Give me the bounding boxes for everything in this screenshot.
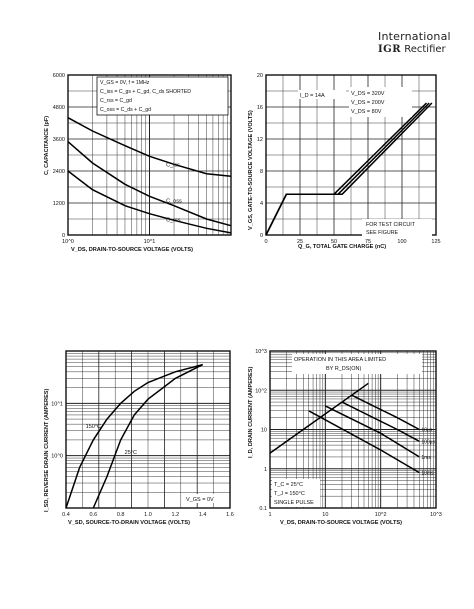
- chart-3-annotation-bg: [292, 354, 422, 374]
- chart-2-annotation-bg: [184, 494, 228, 503]
- chart-3-annotation: OPERATION IN THIS AREA LIMITED: [294, 357, 386, 363]
- chart-2-x-tick-label: 1.2: [172, 512, 180, 518]
- chart-0-y-tick-label: 4800: [53, 105, 65, 111]
- chart-3-annotation: T_C = 25°C: [274, 482, 303, 488]
- chart-1-y-tick-label: 16: [257, 105, 263, 111]
- chart-0-series-label: C_iss: [166, 162, 180, 168]
- chart-0-legend-entry: C_iss = C_gs + C_gd, C_ds SHORTED: [100, 89, 191, 95]
- chart-0-legend-box: [96, 76, 229, 116]
- chart-0-legend-entry: C_rss = C_gd: [100, 98, 132, 104]
- chart-0-series-label: C_oss: [166, 198, 182, 204]
- chart-2-x-tick-label: 1.0: [144, 512, 152, 518]
- chart-0-y-tick-label: 3600: [53, 137, 65, 143]
- chart-1-y-tick-label: 12: [257, 137, 263, 143]
- chart-1-x-tick-label: 75: [365, 239, 371, 245]
- chart-2-series-0: [65, 363, 203, 509]
- chart-2-series-1: [92, 363, 204, 509]
- chart-0-y-axis-label: C, CAPACITANCE (pF): [44, 116, 50, 175]
- company-logo: International IGR Rectifier: [378, 30, 470, 56]
- chart-0-series-2: [67, 170, 232, 234]
- chart-3-y-tick-label: 0.1: [259, 506, 267, 512]
- chart-3-series-label: 100µs: [421, 439, 435, 445]
- chart-1-y-axis-label: V_GS, GATE-TO-SOURCE VOLTAGE (VOLTS): [248, 110, 254, 230]
- chart-2-y-tick-label: 10^0: [51, 454, 63, 460]
- chart-0-x-axis-label: V_DS, DRAIN-TO-SOURCE VOLTAGE (VOLTS): [71, 247, 193, 253]
- chart-2-x-tick-label: 1.4: [199, 512, 207, 518]
- chart-0-series-1: [67, 141, 232, 227]
- chart-3-annotation: T_J = 150°C: [274, 491, 305, 497]
- chart-1-annotation: FOR TEST CIRCUIT: [366, 222, 416, 228]
- chart-0-legend-entry: C_oss = C_ds + C_gd: [100, 107, 151, 113]
- chart-0-x-tick-label: 10^1: [144, 239, 156, 245]
- chart-0-x-tick-label: 10^0: [62, 239, 74, 245]
- chart-1-annotation: V_DS = 80V: [351, 109, 382, 115]
- chart-3-x-tick-label: 1: [268, 512, 271, 518]
- brand-logo-mark: IGR: [378, 44, 402, 55]
- chart-0-y-tick-label: 0: [62, 233, 65, 239]
- chart-1-x-tick-label: 50: [331, 239, 337, 245]
- chart-2-frame: [65, 350, 231, 509]
- chart-1-x-tick-label: 0: [264, 239, 267, 245]
- chart-3-series-4: [308, 410, 420, 474]
- chart-1-note-bg: [362, 219, 432, 236]
- chart-2-annotation: V_GS = 0V: [186, 497, 214, 503]
- brand-rectifier: Rectifier: [404, 44, 446, 55]
- chart-0-y-tick-label: 1200: [53, 201, 65, 207]
- chart-1-y-tick-label: 20: [257, 73, 263, 79]
- chart-2-annotation: 25°C: [125, 450, 137, 456]
- chart-3-y-axis-label: I_D, DRAIN CURRENT (AMPERES): [248, 366, 254, 458]
- chart-3-annotation: SINGLE PULSE: [274, 500, 314, 506]
- chart-2-y-tick-label: 10^1: [51, 401, 63, 407]
- chart-1-annotation-bg: [298, 90, 346, 99]
- chart-0-legend-entry: V_GS = 0V, f = 1MHz: [100, 80, 150, 86]
- chart-0-y-tick-label: 2400: [53, 169, 65, 175]
- chart-1-y-tick-label: 4: [260, 201, 263, 207]
- chart-3-series-label: 1ms: [421, 455, 431, 461]
- chart-3-y-tick-label: 10^2: [255, 388, 267, 394]
- chart-2-y-axis-label: I_SD, REVERSE DRAIN CURRENT (AMPERES): [44, 388, 50, 512]
- brand-name: International: [378, 30, 451, 43]
- chart-1-legend-bg: [349, 87, 412, 117]
- chart-3-x-tick-label: 10^3: [430, 512, 442, 518]
- chart-3-x-axis-label: V_DS, DRAIN-TO-SOURCE VOLTAGE (VOLTS): [280, 520, 402, 526]
- chart-2-x-tick-label: 0.4: [62, 512, 70, 518]
- chart-2-x-tick-label: 1.6: [226, 512, 234, 518]
- chart-2-x-tick-label: 0.6: [90, 512, 98, 518]
- chart-1-y-tick-label: 0: [260, 233, 263, 239]
- chart-1-annotation: V_DS = 320V: [351, 91, 385, 97]
- chart-3-annotation: BY R_DS(ON): [326, 366, 362, 372]
- chart-3-x-tick-label: 10: [322, 512, 328, 518]
- chart-2-annotation: 150°C: [86, 424, 101, 430]
- chart-1-y-tick-label: 8: [260, 169, 263, 175]
- chart-0-series-0: [67, 117, 232, 178]
- chart-2-x-axis-label: V_SD, SOURCE-TO-DRAIN VOLTAGE (VOLTS): [68, 520, 190, 526]
- chart-1-annotation: SEE FIGURE: [366, 230, 399, 236]
- chart-1-annotation: V_DS = 200V: [351, 100, 385, 106]
- chart-1-x-tick-label: 100: [397, 239, 406, 245]
- chart-3-series-label: 10µs: [421, 428, 432, 434]
- chart-1-x-tick-label: 125: [431, 239, 440, 245]
- chart-3-y-tick-label: 10^3: [255, 349, 267, 355]
- chart-0-series-label: C_rss: [166, 218, 181, 224]
- chart-3-frame: [269, 350, 437, 509]
- chart-1-series-2: [265, 102, 433, 236]
- chart-3-series-2: [341, 401, 420, 442]
- chart-3-series-label: 10ms: [421, 471, 434, 477]
- chart-2-x-tick-label: 0.8: [117, 512, 125, 518]
- chart-3-x-tick-label: 10^2: [375, 512, 387, 518]
- chart-1-frame: [265, 74, 437, 236]
- chart-3-series-0: [269, 382, 369, 454]
- chart-1-x-axis-label: Q_G, TOTAL GATE CHARGE (nC): [298, 244, 386, 250]
- chart-0-frame: [67, 74, 232, 236]
- chart-3-series-1: [351, 394, 420, 431]
- chart-3-y-tick-label: 1: [264, 467, 267, 473]
- brand-line2: IGR Rectifier: [378, 43, 470, 56]
- chart-1-annotation: I_D = 14A: [300, 93, 325, 99]
- chart-3-y-tick-label: 10: [261, 428, 267, 434]
- chart-3-annotation-bg: [272, 479, 320, 507]
- chart-3-series-3: [324, 405, 420, 458]
- chart-0-y-tick-label: 6000: [53, 73, 65, 79]
- chart-1-x-tick-label: 25: [297, 239, 303, 245]
